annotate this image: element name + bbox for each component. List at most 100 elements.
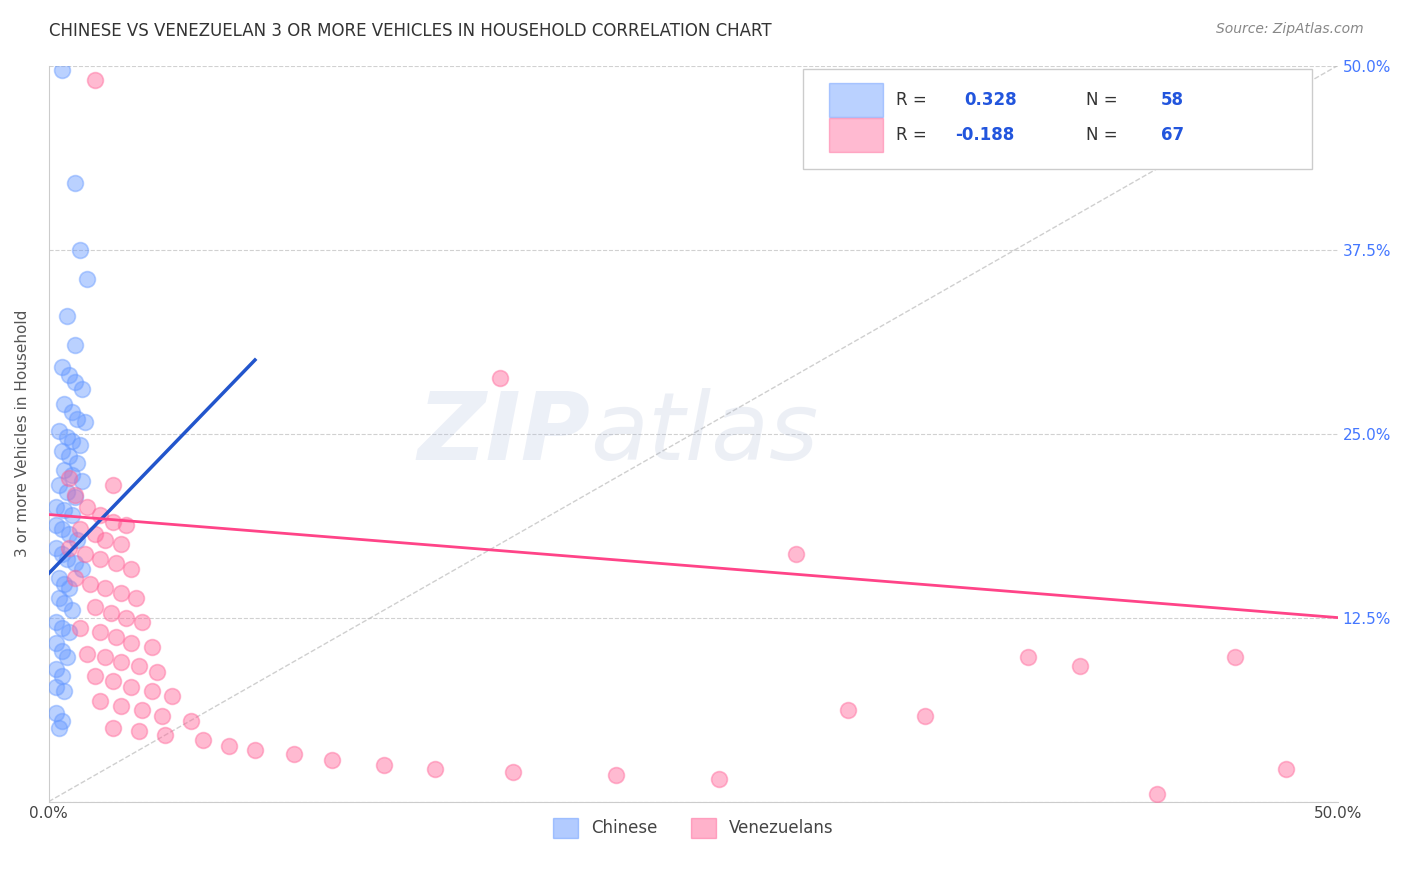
Point xyxy=(84,73,107,87)
Point xyxy=(89,551,111,566)
FancyBboxPatch shape xyxy=(828,118,883,152)
Point xyxy=(60,603,83,617)
Point xyxy=(180,714,202,728)
Point xyxy=(53,596,76,610)
Point xyxy=(53,463,76,477)
Point xyxy=(100,606,122,620)
Point xyxy=(1017,650,1039,665)
Point xyxy=(150,709,173,723)
Point xyxy=(45,662,67,676)
Point xyxy=(53,503,76,517)
Point xyxy=(837,703,859,717)
Point xyxy=(1223,650,1246,665)
Point xyxy=(128,659,150,673)
Point xyxy=(66,456,89,470)
Point xyxy=(45,680,67,694)
Point xyxy=(69,621,91,635)
Point xyxy=(94,533,117,547)
Point xyxy=(103,673,125,688)
Point xyxy=(48,424,70,438)
Point xyxy=(45,517,67,532)
Point xyxy=(84,600,107,615)
Point xyxy=(60,404,83,418)
Point xyxy=(120,680,142,694)
Point xyxy=(283,747,305,762)
Point xyxy=(51,522,73,536)
Point xyxy=(58,471,80,485)
Point xyxy=(56,650,79,665)
Point xyxy=(1146,787,1168,801)
Point xyxy=(89,508,111,522)
Point xyxy=(45,541,67,556)
Point xyxy=(58,526,80,541)
Point xyxy=(373,757,395,772)
Point xyxy=(66,533,89,547)
Point xyxy=(45,706,67,721)
Point xyxy=(58,625,80,640)
Point xyxy=(48,721,70,735)
Point xyxy=(489,370,512,384)
Point xyxy=(73,415,96,429)
Point xyxy=(56,485,79,500)
Text: R =: R = xyxy=(896,126,932,144)
Point xyxy=(45,635,67,649)
Point xyxy=(45,500,67,515)
Point xyxy=(63,556,86,570)
Text: CHINESE VS VENEZUELAN 3 OR MORE VEHICLES IN HOUSEHOLD CORRELATION CHART: CHINESE VS VENEZUELAN 3 OR MORE VEHICLES… xyxy=(49,22,772,40)
Text: Source: ZipAtlas.com: Source: ZipAtlas.com xyxy=(1216,22,1364,37)
Point xyxy=(63,490,86,504)
Text: ZIP: ZIP xyxy=(418,388,591,480)
Point xyxy=(110,537,132,551)
Point xyxy=(51,644,73,658)
Point xyxy=(104,556,127,570)
Text: -0.188: -0.188 xyxy=(955,126,1014,144)
Point xyxy=(128,723,150,738)
Point xyxy=(605,768,627,782)
Point xyxy=(141,640,163,654)
Point xyxy=(131,615,153,629)
Point xyxy=(115,610,138,624)
Point xyxy=(76,648,98,662)
Point xyxy=(120,562,142,576)
Point xyxy=(51,547,73,561)
Point xyxy=(53,684,76,698)
Point xyxy=(63,177,86,191)
Point xyxy=(58,449,80,463)
Point xyxy=(131,703,153,717)
Point xyxy=(48,478,70,492)
Point xyxy=(63,571,86,585)
Point xyxy=(103,515,125,529)
Point xyxy=(45,615,67,629)
Point xyxy=(79,576,101,591)
Point xyxy=(115,517,138,532)
Point xyxy=(120,635,142,649)
Point xyxy=(58,581,80,595)
Point xyxy=(218,739,240,753)
Point xyxy=(321,753,343,767)
Point xyxy=(785,547,807,561)
Point xyxy=(914,709,936,723)
Point xyxy=(502,765,524,780)
Point xyxy=(60,467,83,482)
Point xyxy=(53,576,76,591)
Point xyxy=(243,743,266,757)
Point xyxy=(162,689,184,703)
Point xyxy=(110,585,132,599)
Point xyxy=(51,62,73,77)
Point xyxy=(72,562,94,576)
Point xyxy=(94,581,117,595)
Point xyxy=(69,438,91,452)
Text: atlas: atlas xyxy=(591,388,818,479)
Point xyxy=(51,669,73,683)
Point xyxy=(51,360,73,375)
Point xyxy=(110,655,132,669)
Point xyxy=(104,630,127,644)
Point xyxy=(53,397,76,411)
Point xyxy=(153,728,176,742)
Point xyxy=(84,669,107,683)
Point xyxy=(63,338,86,352)
Point xyxy=(141,684,163,698)
Text: 0.328: 0.328 xyxy=(965,91,1017,109)
Point xyxy=(103,478,125,492)
Point xyxy=(60,434,83,448)
